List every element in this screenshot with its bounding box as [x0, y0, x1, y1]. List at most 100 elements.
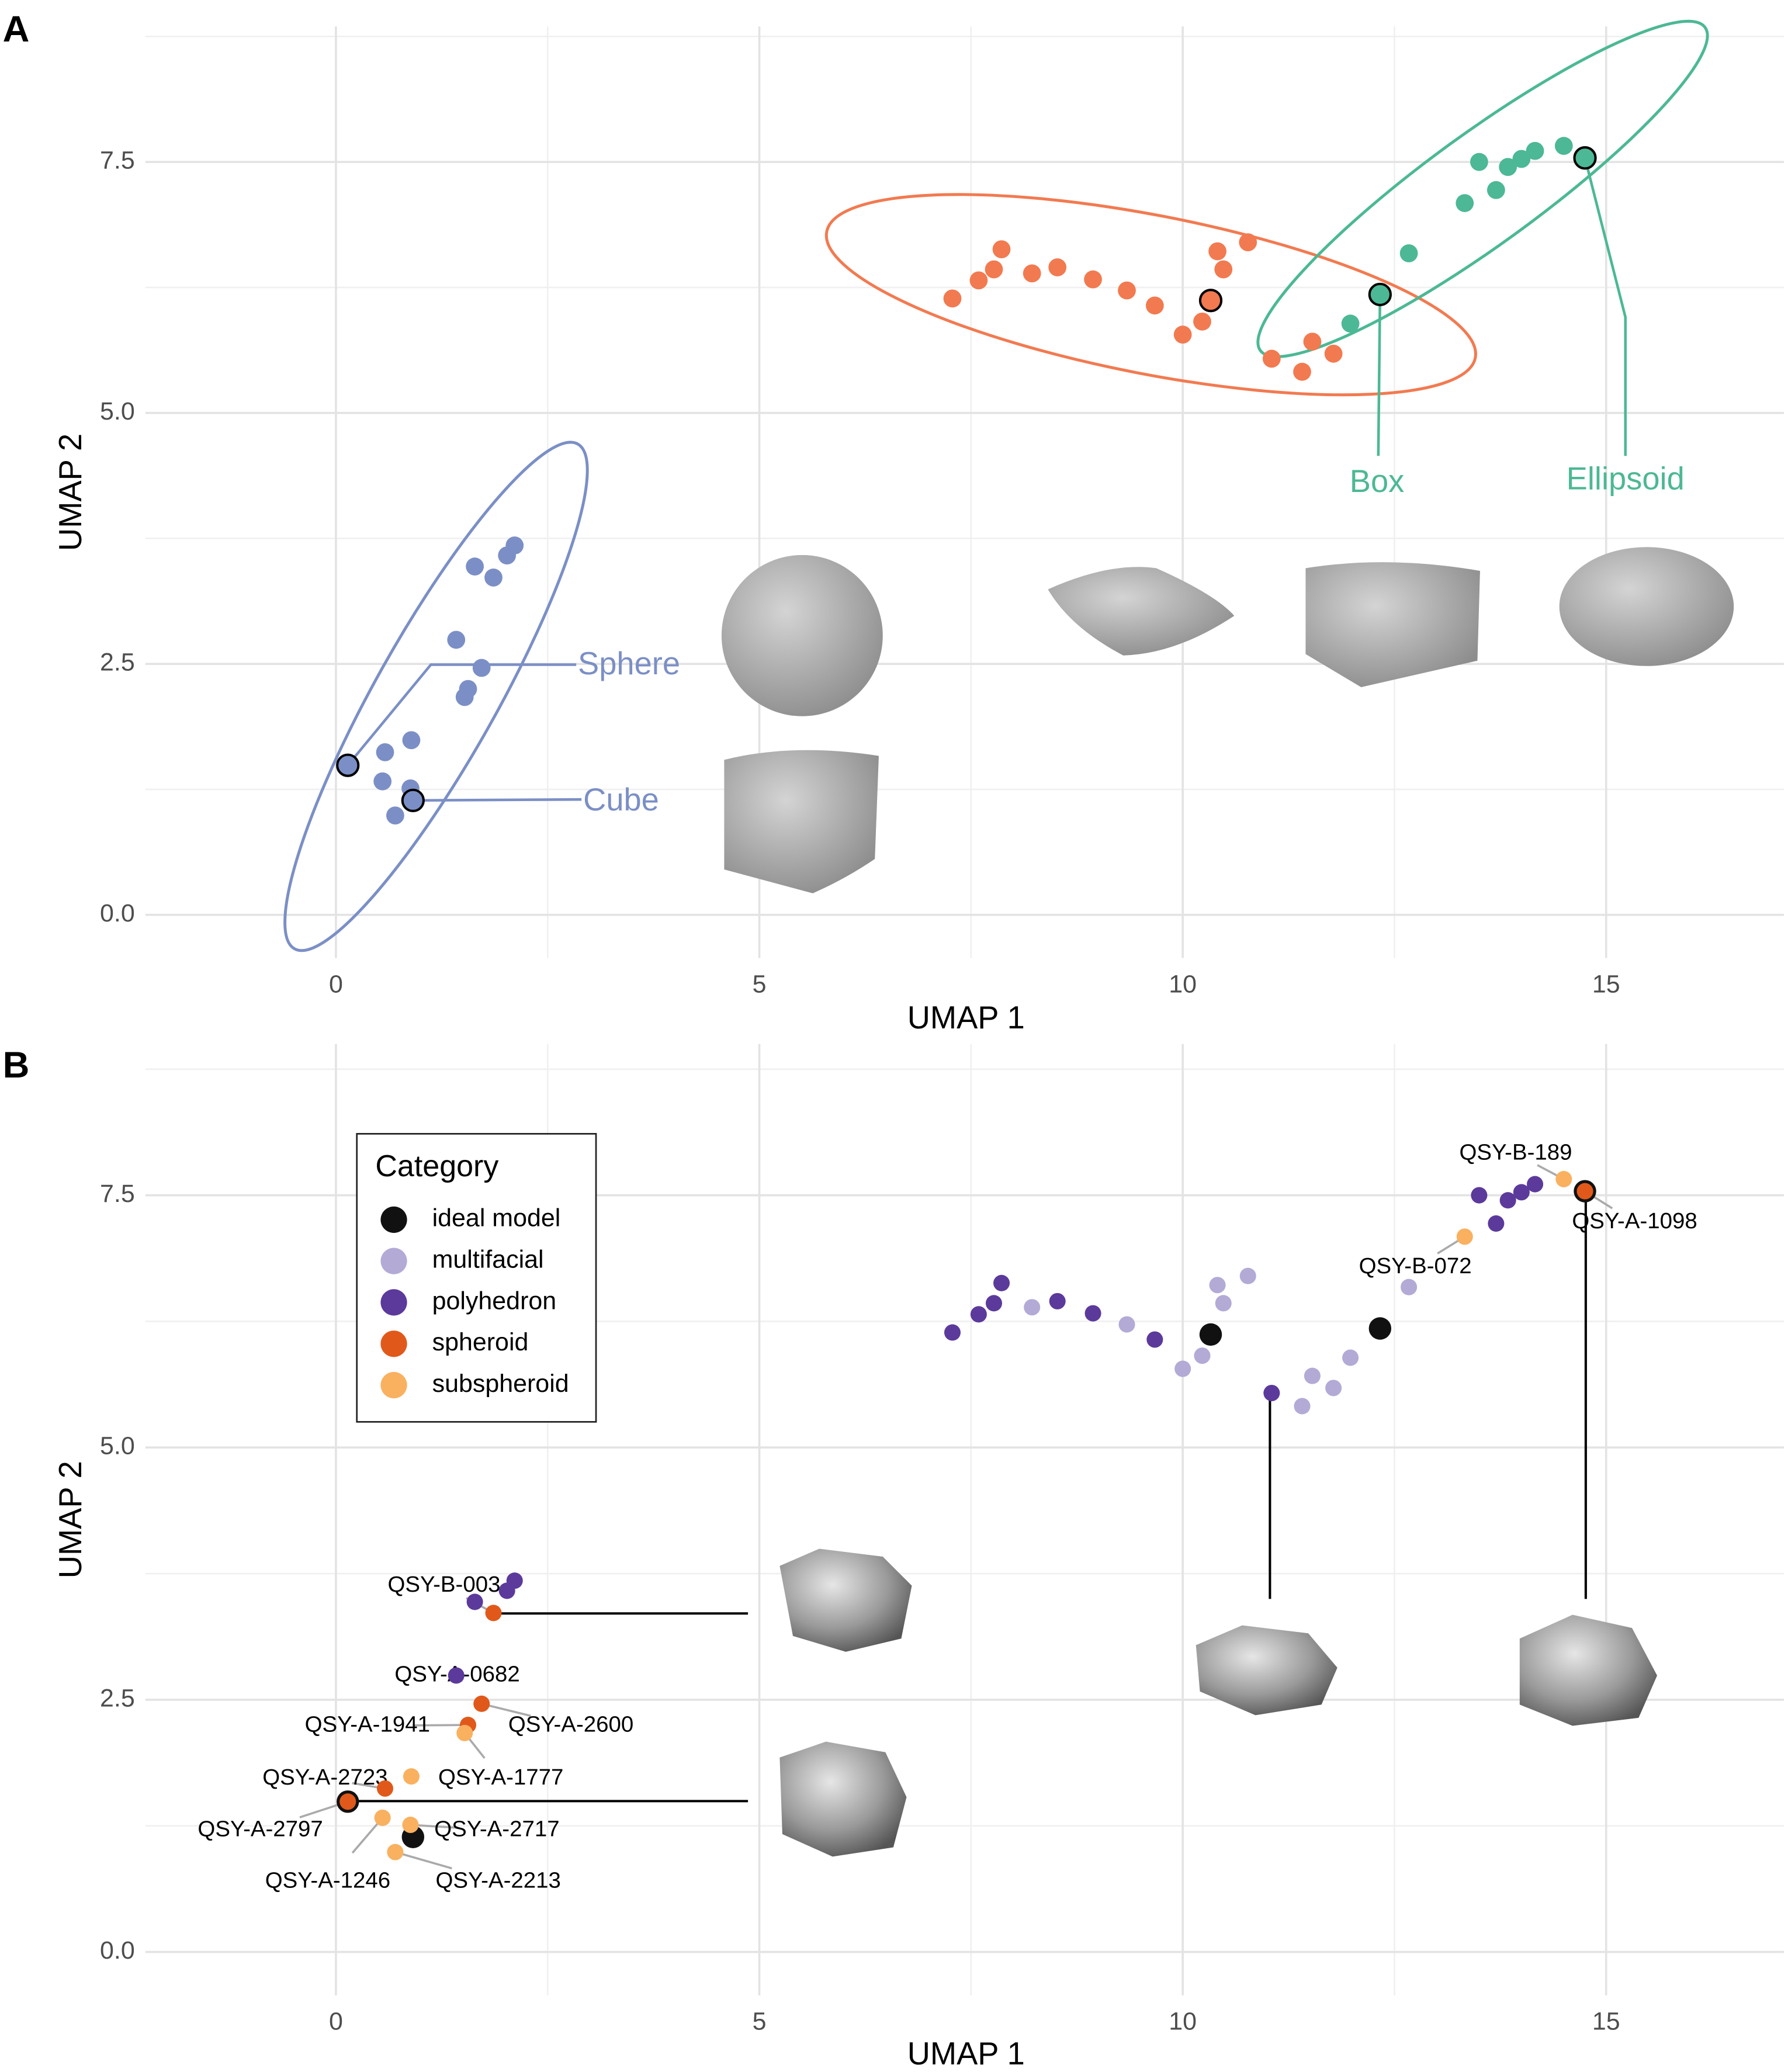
point: [1304, 1367, 1321, 1384]
y-tick-label: 2.5: [100, 1684, 135, 1712]
point: [1456, 194, 1474, 212]
point: [1194, 1347, 1211, 1364]
annotation: QSY-A-2797: [197, 1816, 323, 1841]
legend-swatch: [380, 1289, 407, 1316]
annotation: QSY-B-003: [387, 1572, 500, 1597]
point: [466, 1593, 483, 1610]
box-model: [1305, 562, 1480, 687]
x-tick-label: 5: [753, 970, 767, 998]
point: [1048, 258, 1067, 276]
legend-swatch: [380, 1248, 407, 1274]
point: [455, 688, 474, 706]
annotation-leader: [1583, 157, 1627, 456]
point: [1303, 332, 1322, 351]
artifact-model: [779, 1741, 907, 1857]
annotation: QSY-A-2213: [435, 1868, 560, 1893]
legend-label: ideal model: [432, 1204, 561, 1232]
shapes-a: [283, 19, 1734, 952]
annotation-leader: [413, 798, 582, 802]
point: [1341, 314, 1360, 333]
point: [992, 240, 1011, 259]
annotation-leader: [1377, 294, 1382, 456]
point: [985, 260, 1003, 279]
y-tick-label: 0.0: [100, 1936, 135, 1964]
point: [1513, 1184, 1530, 1201]
annotation-leader: [394, 1851, 452, 1870]
artifact-model: [1196, 1625, 1337, 1716]
point: [1399, 244, 1418, 262]
y-tick-label: 5.0: [100, 397, 135, 425]
point: [402, 731, 421, 750]
point: [1049, 1293, 1066, 1309]
point: [1239, 233, 1257, 251]
sphere-model: [721, 555, 883, 716]
point: [1293, 362, 1311, 381]
x-axis-title: UMAP 1: [907, 2036, 1025, 2071]
annotation: QSY-A-1246: [265, 1868, 390, 1893]
annotation: Cube: [583, 782, 659, 817]
y-axis-title: UMAP 2: [53, 434, 88, 551]
legend-title: Category: [375, 1149, 498, 1183]
point: [1145, 296, 1164, 315]
annotation: Box: [1350, 463, 1405, 499]
point: [472, 659, 491, 677]
y-tick-label: 2.5: [100, 649, 135, 677]
y-tick-label: 7.5: [100, 1180, 135, 1208]
legend-swatch: [380, 1330, 407, 1357]
point: [1173, 325, 1192, 344]
point: [1526, 141, 1544, 160]
x-tick-label: 5: [753, 2008, 767, 2036]
point: [1325, 1380, 1342, 1397]
marks-layer: [346, 157, 1627, 802]
point: [1368, 282, 1392, 307]
ellipsoid-model: [1559, 547, 1734, 666]
point: [1198, 289, 1223, 313]
legend-label: multifacial: [432, 1245, 544, 1273]
point: [373, 772, 392, 791]
x-tick-label: 0: [329, 2008, 343, 2036]
point: [1401, 1278, 1418, 1295]
point: [374, 1809, 391, 1826]
annotation-leader: [481, 1703, 531, 1717]
point: [376, 1780, 394, 1797]
point: [1368, 1317, 1392, 1340]
point: [1512, 150, 1531, 168]
point: [1470, 153, 1488, 171]
point: [1573, 146, 1597, 170]
point: [1554, 137, 1573, 155]
point: [985, 1295, 1003, 1312]
point: [943, 289, 962, 308]
point: [1576, 1183, 1593, 1200]
annotation: QSY-B-189: [1460, 1139, 1572, 1165]
point: [1084, 1305, 1101, 1322]
x-axis-title: UMAP 1: [907, 1000, 1025, 1035]
annotation: Sphere: [578, 646, 680, 681]
y-tick-label: 7.5: [100, 147, 135, 175]
point: [339, 1793, 356, 1810]
point: [401, 788, 425, 812]
legend-swatch: [380, 1371, 407, 1399]
shapes-b: [347, 1193, 1658, 1857]
y-tick-label: 5.0: [100, 1432, 135, 1460]
point: [1214, 260, 1233, 279]
point: [386, 806, 404, 824]
point: [485, 1605, 502, 1621]
point: [402, 1817, 419, 1834]
legend-label: polyhedron: [432, 1287, 557, 1315]
grid-layer: [145, 26, 1784, 1995]
point: [1215, 1295, 1232, 1312]
point: [1499, 158, 1517, 176]
point: [1208, 242, 1226, 261]
point: [1263, 1384, 1280, 1402]
point: [1193, 312, 1211, 331]
point: [448, 1667, 465, 1684]
point: [505, 536, 524, 555]
point: [466, 557, 484, 576]
x-tick-label: 0: [329, 970, 343, 998]
point: [993, 1274, 1010, 1291]
legend-swatch: [380, 1206, 407, 1233]
point: [1342, 1349, 1359, 1366]
legend-label: spheroid: [432, 1328, 529, 1356]
